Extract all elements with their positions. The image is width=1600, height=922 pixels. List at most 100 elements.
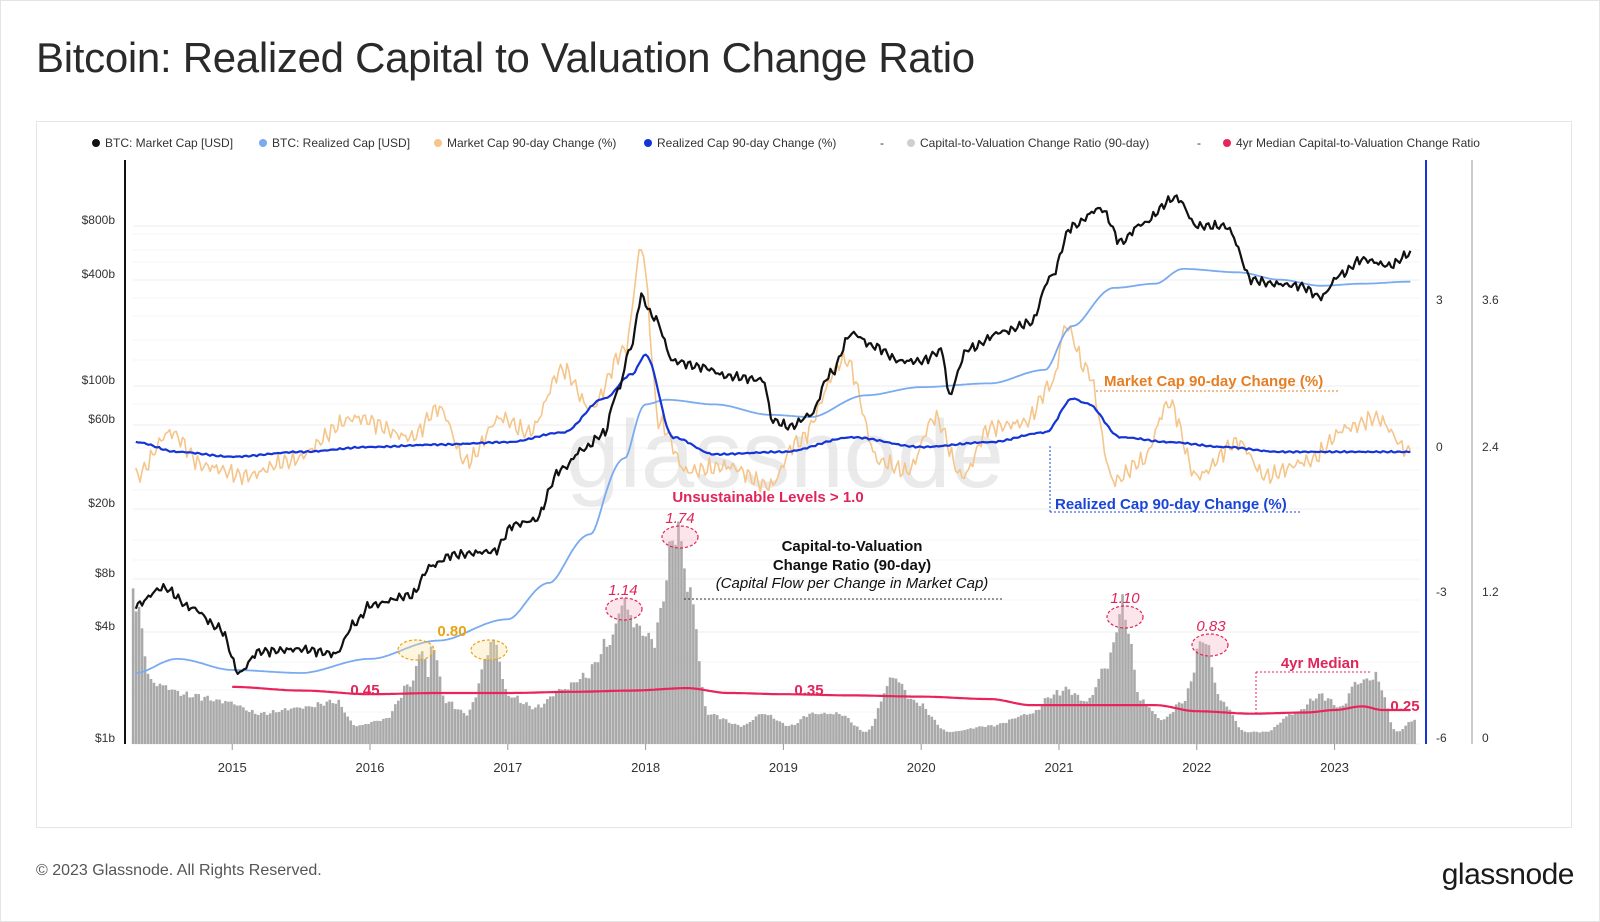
ratio-bar bbox=[507, 695, 510, 744]
ratio-bar bbox=[325, 701, 329, 744]
ratio-bar bbox=[417, 654, 421, 744]
ratio-bar bbox=[248, 711, 251, 744]
ratio-bar bbox=[1037, 709, 1041, 744]
annotation-ratio-title-2: Change Ratio (90-day) bbox=[773, 557, 931, 574]
ratio-bar bbox=[1055, 690, 1059, 744]
ratio-bar bbox=[954, 731, 957, 744]
ratio-bar bbox=[632, 627, 636, 744]
ratio-bar bbox=[715, 715, 719, 744]
legend-item-market-cap[interactable]: BTC: Market Cap [USD] bbox=[92, 136, 233, 150]
legend-item-realized-cap[interactable]: BTC: Realized Cap [USD] bbox=[259, 136, 410, 150]
y-tick-label-right-ratio: 1.2 bbox=[1482, 585, 1499, 599]
ratio-bar bbox=[364, 724, 367, 744]
ratio-bar bbox=[1162, 719, 1166, 744]
legend-item-ratio[interactable]: Capital-to-Valuation Change Ratio (90-da… bbox=[907, 136, 1149, 150]
ratio-bar bbox=[766, 715, 770, 744]
series-line bbox=[135, 353, 1411, 459]
ratio-bar bbox=[411, 680, 415, 744]
ratio-bar bbox=[692, 604, 695, 744]
ratio-bar bbox=[841, 715, 844, 744]
ratio-bar bbox=[1225, 706, 1229, 744]
x-tick-label: 2020 bbox=[907, 760, 936, 775]
ratio-bar bbox=[1034, 709, 1038, 744]
ratio-bar bbox=[826, 714, 829, 744]
ratio-bar bbox=[820, 713, 823, 744]
x-tick-label: 2018 bbox=[631, 760, 660, 775]
ratio-bar bbox=[990, 725, 993, 744]
ratio-bar bbox=[444, 703, 448, 744]
ratio-bar bbox=[915, 702, 919, 744]
ratio-bar bbox=[1046, 697, 1050, 744]
ratio-bar bbox=[620, 605, 624, 744]
y-tick-label-right-pct: 3 bbox=[1436, 293, 1443, 307]
ratio-bar bbox=[739, 726, 743, 744]
x-tick-label: 2016 bbox=[356, 760, 385, 775]
ratio-bar bbox=[218, 699, 221, 744]
copyright-text: © 2023 Glassnode. All Rights Reserved. bbox=[36, 862, 322, 879]
ratio-bar bbox=[510, 697, 513, 744]
ratio-bar bbox=[402, 685, 406, 744]
ratio-bar bbox=[1380, 690, 1384, 744]
ratio-bar bbox=[498, 661, 501, 744]
page-title: Bitcoin: Realized Capital to Valuation C… bbox=[36, 34, 975, 81]
chart-frame bbox=[36, 121, 1572, 828]
ratio-bar bbox=[552, 696, 555, 744]
ratio-bar bbox=[1022, 714, 1026, 744]
ratio-bar bbox=[349, 720, 352, 744]
ratio-bar bbox=[897, 682, 901, 744]
ratio-bar bbox=[1350, 686, 1354, 744]
value-label-peak: 0.80 bbox=[437, 623, 466, 640]
peak-marker bbox=[661, 525, 699, 549]
ratio-bar bbox=[1040, 704, 1044, 744]
ratio-bar bbox=[313, 707, 317, 744]
ratio-bar bbox=[781, 722, 785, 744]
ratio-bar bbox=[537, 704, 540, 744]
ratio-bar bbox=[1413, 719, 1416, 744]
axes: $1b $4b $8b $20b $60b $100b $400b $800b 3 0 -3 -6 3.… bbox=[82, 160, 1499, 775]
ratio-bar bbox=[450, 701, 454, 744]
ratio-bar bbox=[236, 705, 239, 744]
ratio-bar bbox=[316, 702, 320, 744]
ratio-bar bbox=[1237, 727, 1241, 744]
legend-label: BTC: Realized Cap [USD] bbox=[272, 136, 411, 150]
ratio-bar bbox=[1243, 731, 1247, 744]
ratio-bar bbox=[391, 711, 394, 744]
ratio-bar bbox=[298, 707, 302, 744]
ratio-bar bbox=[900, 683, 904, 744]
ratio-bar bbox=[680, 541, 683, 744]
ratio-bar bbox=[1156, 718, 1160, 744]
ratio-bar bbox=[835, 712, 838, 744]
ratio-bar bbox=[566, 689, 570, 744]
ratio-bar bbox=[1142, 699, 1145, 744]
legend-item-market-cap-change[interactable]: Market Cap 90-day Change (%) bbox=[434, 136, 616, 150]
ratio-bar bbox=[814, 713, 817, 744]
ratio-bar bbox=[1085, 701, 1089, 744]
ratio-bar bbox=[742, 725, 746, 744]
ratio-bar bbox=[1365, 678, 1369, 744]
ratio-bar bbox=[572, 682, 576, 744]
ratio-bar bbox=[1279, 722, 1282, 744]
legend-item-median[interactable]: 4yr Median Capital-to-Valuation Change R… bbox=[1223, 136, 1480, 150]
value-label-peak: 0.83 bbox=[1196, 618, 1226, 635]
y-tick-label-left: $1b bbox=[95, 731, 115, 745]
ratio-bar bbox=[882, 693, 886, 744]
ratio-bar bbox=[1240, 729, 1244, 744]
ratio-bar bbox=[1231, 715, 1235, 744]
ratio-bar bbox=[420, 651, 424, 744]
ratio-bar bbox=[1097, 678, 1100, 744]
ratio-bar bbox=[656, 622, 659, 744]
ratio-bar bbox=[373, 720, 376, 744]
ratio-bar bbox=[1100, 668, 1103, 744]
ratio-bar bbox=[727, 722, 731, 744]
y-tick-label-left: $100b bbox=[82, 373, 116, 387]
ratio-bar bbox=[838, 713, 841, 744]
y-tick-label-right-pct: -6 bbox=[1436, 731, 1447, 745]
ratio-bar bbox=[718, 719, 722, 744]
legend-item-realized-cap-change[interactable]: Realized Cap 90-day Change (%) bbox=[644, 136, 836, 150]
ratio-bar bbox=[1267, 731, 1270, 744]
ratio-bar bbox=[945, 731, 948, 744]
ratio-bar bbox=[1285, 716, 1288, 744]
ratio-bar bbox=[1273, 726, 1276, 744]
ratio-bar bbox=[161, 685, 165, 744]
ratio-bar bbox=[483, 658, 487, 744]
